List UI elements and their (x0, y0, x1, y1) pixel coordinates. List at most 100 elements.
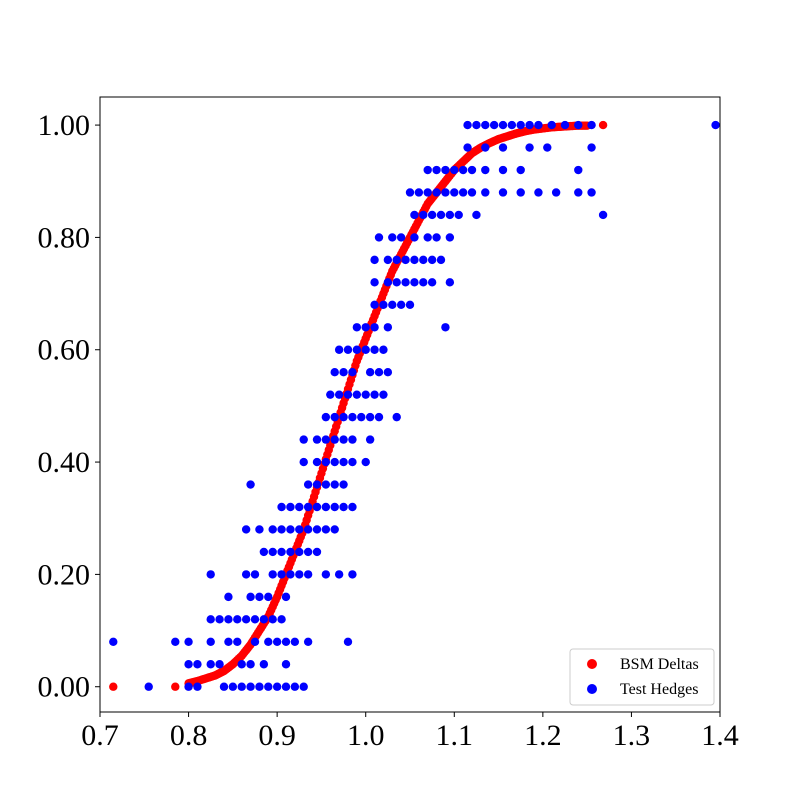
data-point (259, 547, 269, 557)
data-point (560, 120, 570, 130)
data-point (405, 188, 415, 197)
data-point (334, 390, 344, 399)
x-tick-label: 1.4 (701, 719, 739, 752)
data-point (410, 210, 419, 220)
data-point (441, 165, 450, 175)
data-point (286, 547, 295, 557)
data-point (348, 570, 357, 579)
data-point (343, 390, 353, 399)
data-point (348, 412, 357, 422)
x-tick-label: 1.3 (613, 719, 651, 752)
data-point (330, 457, 339, 467)
data-point (481, 143, 490, 152)
data-point (450, 188, 459, 197)
data-point (534, 120, 543, 130)
data-point (574, 188, 583, 197)
data-point (388, 233, 397, 242)
data-point (352, 323, 362, 332)
data-point (109, 637, 118, 646)
data-point (374, 412, 384, 422)
data-point (277, 615, 286, 624)
data-point (427, 278, 437, 287)
data-point (551, 188, 561, 197)
data-point (357, 412, 366, 422)
data-point (467, 188, 477, 197)
data-point (312, 502, 322, 512)
data-point (255, 592, 264, 602)
data-point (365, 368, 375, 377)
data-point (224, 592, 233, 602)
data-point (445, 278, 455, 287)
data-point (241, 615, 251, 624)
data-point (547, 120, 556, 130)
data-point (277, 547, 286, 557)
y-tick-label: 0.00 (38, 671, 91, 704)
data-point (348, 435, 357, 444)
data-point (481, 165, 490, 175)
data-point (463, 143, 472, 152)
data-point (339, 480, 348, 489)
data-point (507, 120, 517, 130)
data-point (441, 323, 450, 332)
data-point (321, 502, 331, 512)
data-point (321, 412, 331, 422)
data-point (574, 120, 583, 130)
data-point (383, 323, 393, 332)
y-tick-label: 0.40 (38, 446, 91, 479)
data-point (326, 390, 335, 399)
data-point (454, 210, 463, 220)
data-point (361, 457, 370, 467)
data-point (467, 165, 477, 175)
data-point (295, 547, 304, 557)
data-point (259, 660, 269, 669)
data-point (445, 210, 455, 220)
data-point (321, 525, 331, 534)
data-point (370, 278, 379, 287)
data-point (299, 435, 308, 444)
data-point (498, 188, 508, 197)
data-point (303, 502, 313, 512)
data-point (410, 233, 419, 242)
data-point (352, 390, 362, 399)
data-point (516, 120, 525, 130)
data-point (348, 368, 357, 377)
legend: BSM Deltas Test Hedges (569, 648, 715, 706)
data-point (193, 660, 202, 669)
data-point (458, 188, 468, 197)
data-point (299, 682, 308, 691)
data-point (330, 480, 339, 489)
data-point (312, 480, 322, 489)
data-point (423, 188, 432, 197)
data-point (171, 682, 180, 691)
data-point (299, 457, 308, 467)
data-point (383, 278, 393, 287)
y-tick-label: 0.80 (38, 221, 91, 254)
data-point (441, 188, 450, 197)
data-point (286, 525, 295, 534)
data-point (303, 570, 313, 579)
data-point (392, 278, 401, 287)
data-point (303, 525, 313, 534)
x-tick-label: 1.0 (347, 719, 385, 752)
data-point (272, 637, 282, 646)
data-point (525, 143, 534, 152)
data-point (365, 435, 375, 444)
data-point (498, 165, 508, 175)
data-point (330, 368, 339, 377)
data-point (587, 120, 596, 130)
data-point (410, 255, 419, 265)
data-point (184, 637, 193, 646)
data-point (339, 502, 348, 512)
data-point (250, 615, 260, 624)
data-point (321, 435, 331, 444)
data-point (472, 210, 481, 220)
data-point (436, 255, 446, 265)
legend-label: Test Hedges (620, 681, 698, 698)
data-point (312, 435, 322, 444)
data-point (516, 188, 525, 197)
data-point (290, 682, 300, 691)
data-point (436, 210, 446, 220)
data-point (401, 278, 410, 287)
data-point (250, 637, 260, 646)
data-point (339, 412, 348, 422)
